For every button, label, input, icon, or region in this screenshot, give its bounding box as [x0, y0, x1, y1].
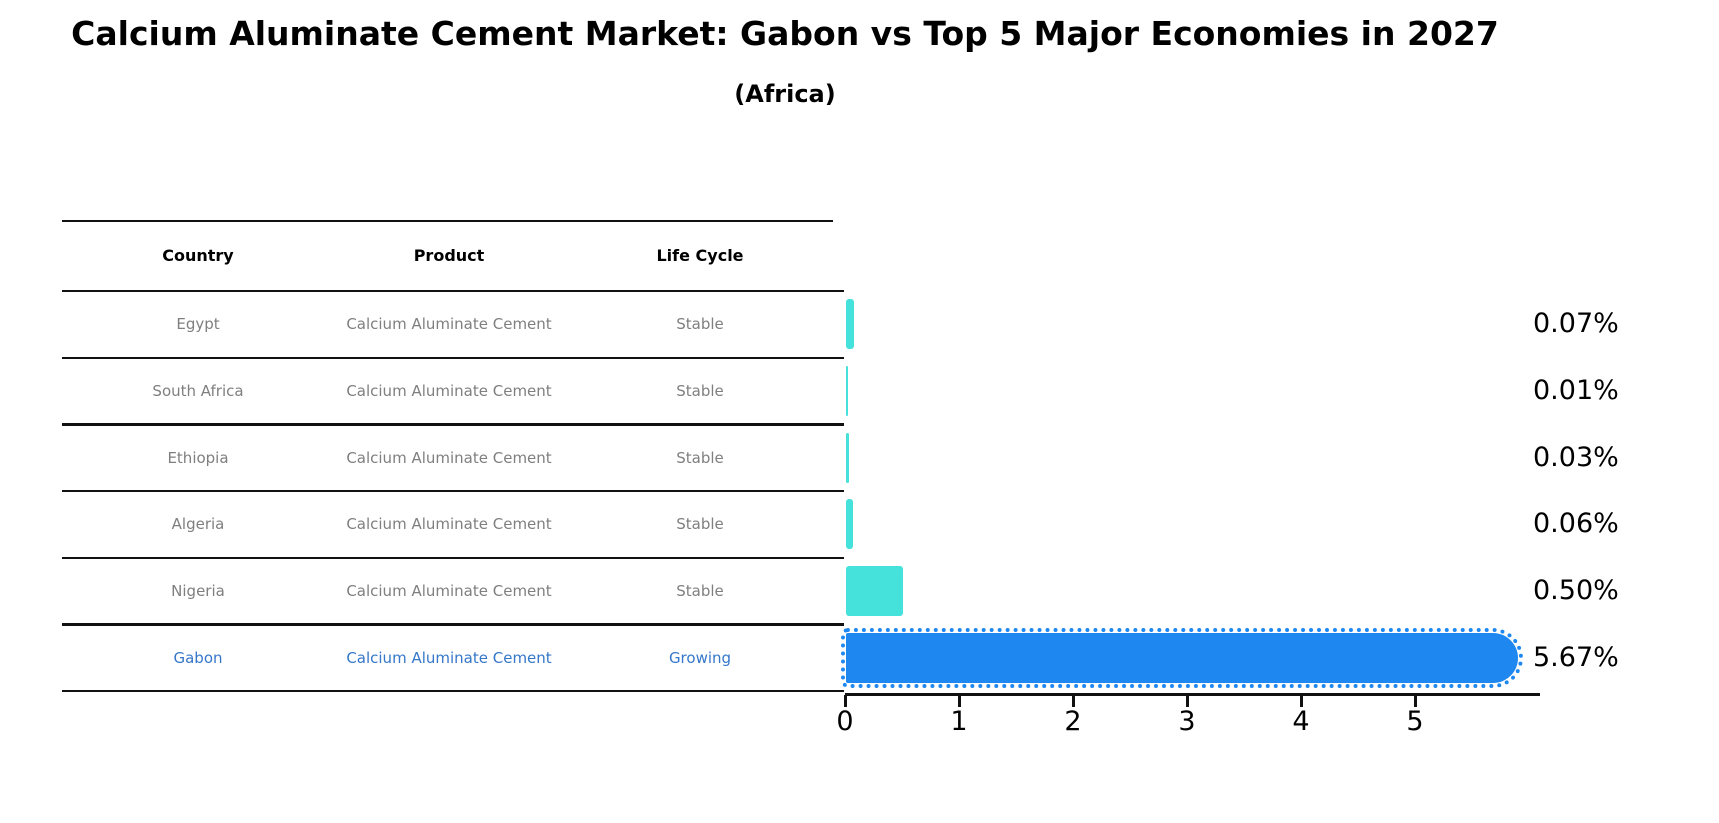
- cell-product: Calcium Aluminate Cement: [346, 382, 552, 401]
- cell-lifecycle: Stable: [676, 582, 724, 601]
- bar-value-label: 0.07%: [1533, 308, 1619, 340]
- cell-country: South Africa: [152, 382, 244, 401]
- chart-title: Calcium Aluminate Cement Market: Gabon v…: [71, 14, 1499, 53]
- table-header-lifecycle: Life Cycle: [656, 246, 744, 265]
- bar-value-label: 0.06%: [1533, 508, 1619, 540]
- table-rule: [62, 289, 833, 293]
- x-axis-tick: [957, 694, 961, 707]
- y-axis-tick: [828, 423, 844, 426]
- bar-value-label: 5.67%: [1533, 641, 1619, 673]
- table-header-product: Product: [413, 246, 485, 265]
- bar-algeria: [846, 499, 853, 550]
- cell-product: Calcium Aluminate Cement: [346, 315, 552, 334]
- table-rule: [62, 423, 833, 426]
- bar-nigeria: [846, 566, 903, 617]
- x-axis-tick: [1299, 694, 1303, 707]
- cell-country: Egypt: [176, 315, 220, 334]
- table-rule: [62, 690, 833, 693]
- cell-lifecycle: Stable: [676, 515, 724, 534]
- bar-value-label: 0.50%: [1533, 575, 1619, 607]
- cell-lifecycle: Stable: [676, 315, 724, 334]
- x-axis-tick-label: 0: [836, 706, 854, 737]
- table-rule: [62, 556, 833, 559]
- x-axis-tick: [1413, 694, 1417, 707]
- cell-country: Nigeria: [171, 582, 225, 601]
- y-axis-tick: [828, 556, 844, 559]
- cell-lifecycle: Stable: [676, 382, 724, 401]
- bar-south-africa: [846, 366, 848, 417]
- table-rule: [62, 489, 833, 493]
- table-rule: [62, 219, 833, 223]
- cell-country: Algeria: [171, 515, 225, 534]
- y-axis-tick: [828, 623, 844, 626]
- x-axis-tick: [843, 694, 847, 707]
- table-header-country: Country: [162, 246, 234, 265]
- bar-egypt: [846, 299, 854, 350]
- x-axis-tick-label: 3: [1178, 706, 1196, 737]
- x-axis-tick: [1071, 694, 1075, 707]
- y-axis-tick: [828, 289, 844, 293]
- x-axis-tick-label: 5: [1406, 706, 1424, 737]
- cell-country: Gabon: [173, 648, 223, 667]
- x-axis-tick-label: 1: [950, 706, 968, 737]
- cell-country: Ethiopia: [167, 448, 229, 467]
- bar-ethiopia: [846, 432, 850, 483]
- y-axis-tick: [828, 489, 844, 493]
- y-axis-tick: [828, 690, 844, 693]
- x-axis-tick-label: 4: [1292, 706, 1310, 737]
- table-rule: [62, 623, 833, 626]
- cell-product: Calcium Aluminate Cement: [346, 448, 552, 467]
- bar-value-label: 0.01%: [1533, 375, 1619, 407]
- x-axis-line: [845, 692, 1540, 696]
- cell-product: Calcium Aluminate Cement: [346, 648, 552, 667]
- x-axis-tick: [1185, 694, 1189, 707]
- cell-product: Calcium Aluminate Cement: [346, 515, 552, 534]
- bar-gabon: [840, 627, 1524, 688]
- chart-subtitle: (Africa): [734, 80, 836, 108]
- cell-product: Calcium Aluminate Cement: [346, 582, 552, 601]
- x-axis-tick-label: 2: [1064, 706, 1082, 737]
- cell-lifecycle: Stable: [676, 448, 724, 467]
- table-rule: [62, 356, 833, 359]
- bar-value-label: 0.03%: [1533, 441, 1619, 473]
- cell-lifecycle: Growing: [668, 648, 732, 667]
- y-axis-tick: [828, 356, 844, 359]
